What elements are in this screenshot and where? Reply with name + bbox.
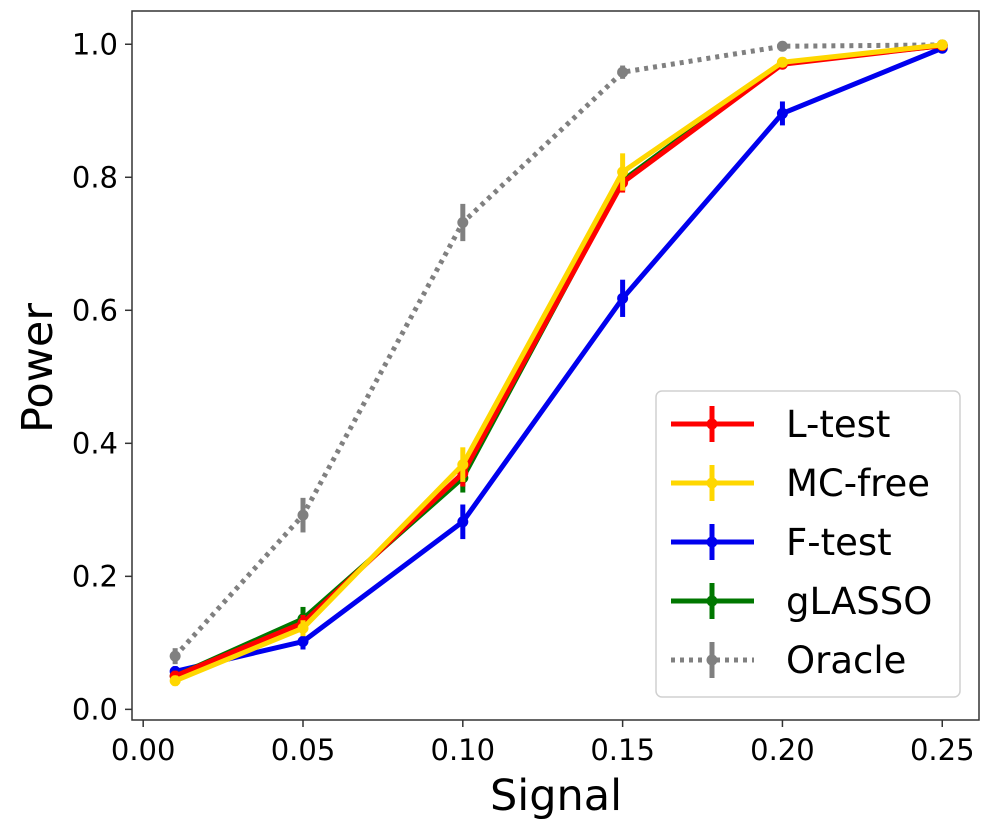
x-tick-label: 0.25 bbox=[910, 733, 975, 767]
series-layer bbox=[169, 39, 948, 687]
data-point-mc-free bbox=[457, 459, 469, 471]
legend-marker-f-test bbox=[706, 536, 718, 548]
x-tick-label: 0.20 bbox=[750, 733, 815, 767]
data-point-f-test bbox=[776, 107, 788, 119]
legend-marker-glasso bbox=[706, 595, 718, 607]
data-point-oracle bbox=[169, 650, 181, 662]
data-point-mc-free bbox=[169, 675, 181, 687]
legend-label-l-test: L-test bbox=[786, 403, 890, 446]
series-line-mc-free bbox=[174, 42, 943, 684]
y-tick-label: 0.0 bbox=[72, 692, 118, 726]
data-point-f-test bbox=[617, 292, 629, 304]
data-point-mc-free bbox=[936, 39, 948, 51]
data-point-oracle bbox=[457, 217, 469, 229]
data-point-f-test bbox=[457, 516, 469, 528]
legend-item-l-test: L-test bbox=[671, 403, 890, 446]
plot-frame bbox=[131, 10, 980, 721]
series-line-f-test bbox=[174, 45, 944, 674]
series-mc-free bbox=[169, 39, 948, 687]
y-tick-label: 0.6 bbox=[72, 293, 118, 327]
data-point-oracle bbox=[776, 40, 788, 52]
y-axis-label: Power bbox=[13, 303, 63, 433]
legend-marker-mc-free bbox=[706, 477, 718, 489]
data-point-mc-free bbox=[776, 56, 788, 68]
axis-ticks: 0.00 0.05 0.10 0.15 0.20 0.25 0.0 0.2 0.4 0.6 0.8 1… bbox=[72, 27, 975, 767]
data-point-mc-free bbox=[617, 166, 629, 178]
legend-marker-oracle bbox=[706, 654, 718, 666]
data-point-mc-free bbox=[297, 622, 309, 634]
series-line-oracle bbox=[173, 42, 943, 658]
y-tick-label: 1.0 bbox=[72, 27, 118, 61]
x-tick-label: 0.15 bbox=[590, 733, 655, 767]
legend-label-glasso: gLASSO bbox=[786, 580, 932, 623]
data-point-f-test bbox=[297, 636, 309, 648]
legend-item-glasso: gLASSO bbox=[671, 580, 932, 623]
y-tick-label: 0.4 bbox=[72, 426, 118, 460]
data-point-oracle bbox=[297, 509, 309, 521]
legend-item-f-test: F-test bbox=[671, 521, 892, 564]
x-tick-label: 0.10 bbox=[431, 733, 496, 767]
legend-label-oracle: Oracle bbox=[786, 639, 906, 682]
legend-marker-l-test bbox=[706, 418, 718, 430]
x-axis-label: Signal bbox=[490, 771, 622, 821]
legend-label-mc-free: MC-free bbox=[786, 462, 930, 505]
legend-item-mc-free: MC-free bbox=[671, 462, 930, 505]
legend-label-f-test: F-test bbox=[786, 521, 892, 564]
x-tick-label: 0.00 bbox=[111, 733, 176, 767]
legend-box bbox=[655, 390, 961, 698]
data-point-oracle bbox=[617, 66, 629, 78]
x-tick-label: 0.05 bbox=[271, 733, 336, 767]
legend-item-oracle: Oracle bbox=[671, 639, 906, 682]
y-tick-label: 0.2 bbox=[72, 559, 118, 593]
y-tick-label: 0.8 bbox=[72, 160, 118, 194]
legend: L-test MC-free F-test gLASSO Oracle bbox=[655, 390, 961, 698]
